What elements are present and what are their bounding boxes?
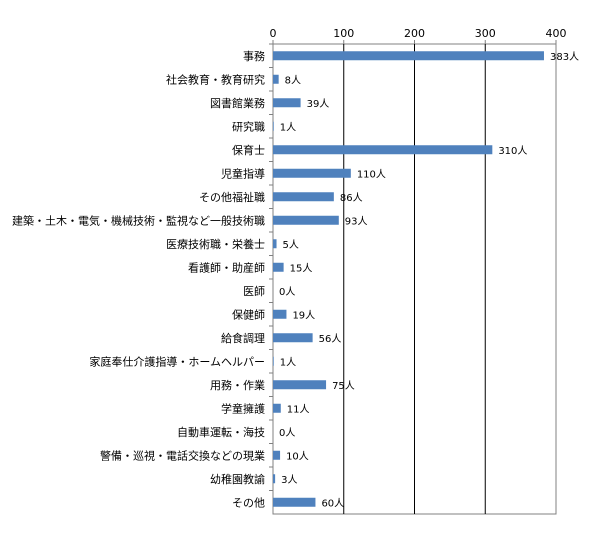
bar [273,356,274,366]
category-label: 建築・土木・電気・機械技術・監視など一般技術職 [12,213,265,227]
data-label: 1人 [280,121,296,133]
x-tick-label: 200 [404,27,425,40]
data-label: 93人 [345,215,368,227]
data-label: 19人 [292,309,315,321]
bar [273,168,351,178]
bar [273,215,339,225]
category-label: 医師 [243,285,265,298]
bar [273,474,276,484]
category-label: 家庭奉仕介護指導・ホームヘルパー [89,354,265,368]
category-label: 保健師 [232,307,265,321]
bar [273,192,334,202]
data-label: 310人 [498,145,527,157]
bars [273,51,544,507]
data-label: 1人 [280,356,296,368]
x-tick-label: 400 [546,27,567,40]
category-label: その他 [232,496,265,509]
category-label: 警備・巡視・電話交換などの現業 [100,448,265,462]
bar [273,121,274,131]
data-label: 56人 [319,333,342,345]
bar [273,380,327,390]
data-label: 39人 [307,98,330,110]
category-label: 用務・作業 [210,378,265,392]
data-label: 5人 [283,239,299,251]
x-tick-label: 0 [270,27,277,40]
gridlines [343,44,486,514]
category-label: 給食調理 [221,331,265,345]
category-label: 社会教育・教育研究 [166,72,265,86]
data-labels: 383人 8人 39人 1人 310人 110人 86人 93人 5人 15人 0人 19人 56人 1人… [279,51,579,510]
bar [273,333,313,343]
data-label: 86人 [340,192,363,204]
data-label: 3人 [281,474,297,486]
data-label: 8人 [285,74,301,86]
x-tick-label: 100 [333,27,354,40]
category-label: 保育士 [232,143,265,157]
category-label: 学童擁護 [221,401,265,415]
category-labels: 事務社会教育・教育研究図書館業務研究職保育士児童指導その他福祉職建築・土木・電気… [12,43,273,509]
data-label: 15人 [290,262,313,274]
bar [273,262,284,272]
category-label: 幼稚園教諭 [210,472,265,486]
category-label: 事務 [243,49,265,63]
data-label: 60人 [321,497,344,509]
x-axis-ticks: 0 100 200 300 400 [270,27,567,44]
bar [273,450,281,460]
category-label: 図書館業務 [210,96,265,110]
data-label: 110人 [357,168,386,180]
category-label: その他福祉職 [199,190,265,204]
data-label: 10人 [286,450,309,462]
bar [273,403,281,413]
data-label: 383人 [550,51,579,63]
bar [273,98,301,108]
category-label: 看護師・助産師 [188,260,265,274]
bar [273,497,316,507]
bar [273,74,279,84]
data-label: 0人 [279,286,295,298]
bar [273,145,493,155]
bar [273,51,544,61]
x-tick-label: 300 [475,27,496,40]
bar [273,239,277,249]
category-label: 児童指導 [221,166,265,180]
bar [273,309,287,319]
category-label: 自動車運転・海技 [177,425,265,439]
data-label: 75人 [332,380,355,392]
category-label: 医療技術職・栄養士 [166,237,265,251]
data-label: 11人 [287,403,310,415]
data-label: 0人 [279,427,295,439]
category-label: 研究職 [232,119,265,133]
